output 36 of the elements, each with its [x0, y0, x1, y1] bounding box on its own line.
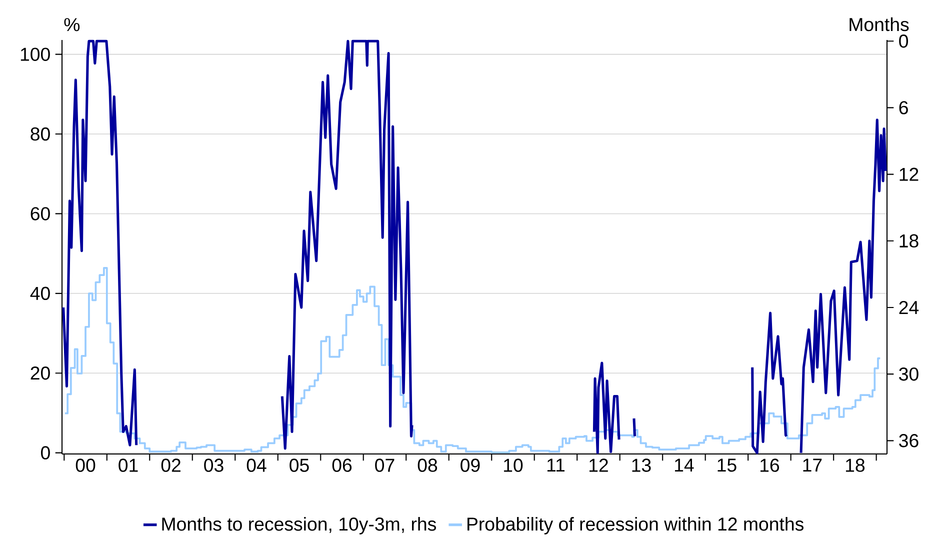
x-tick-label: 02 [161, 458, 180, 472]
y2-tick-label: 0 [899, 34, 908, 48]
y-tick-label: 40 [30, 286, 50, 300]
x-tick-label: 12 [590, 458, 608, 472]
y2-tick-label: 24 [899, 300, 919, 314]
y2-axis-title: Months [850, 17, 909, 32]
y-tick-label: 20 [30, 366, 50, 380]
x-tick-label: 06 [332, 458, 352, 472]
y2-tick-label: 12 [900, 168, 918, 181]
x-tick-label: 13 [632, 458, 651, 472]
y-tick-label: 0 [41, 446, 50, 460]
legend-label: Months to recession, 10y-3m, rhs [162, 517, 436, 534]
y2-tick-label: 36 [899, 434, 918, 448]
x-tick-label: 07 [375, 458, 394, 472]
x-tick-label: 09 [460, 458, 480, 472]
x-tick-label: 18 [846, 458, 865, 472]
x-tick-label: 15 [718, 458, 736, 472]
y-tick-label: 80 [30, 127, 50, 141]
x-tick-label: 16 [760, 458, 780, 472]
legend-label: Probability of recession within 12 months [468, 517, 804, 534]
x-tick-label: 03 [204, 458, 224, 472]
y-tick-label: 60 [30, 207, 50, 220]
x-tick-label: 04 [246, 458, 266, 472]
y2-tick-label: 18 [900, 234, 918, 248]
x-tick-label: 08 [418, 458, 438, 472]
x-tick-label: 14 [675, 458, 694, 472]
x-tick-label: 10 [504, 458, 523, 472]
x-tick-label: 01 [118, 458, 138, 472]
y2-tick-label: 6 [899, 101, 908, 114]
y2-tick-label: 30 [899, 367, 918, 381]
x-tick-label: 17 [803, 458, 822, 472]
y-tick-label: 100 [20, 48, 50, 61]
x-tick-label: 05 [290, 458, 309, 472]
x-tick-label: 00 [76, 458, 96, 472]
x-tick-label: 11 [547, 458, 565, 472]
y-axis-title: % [64, 18, 80, 32]
